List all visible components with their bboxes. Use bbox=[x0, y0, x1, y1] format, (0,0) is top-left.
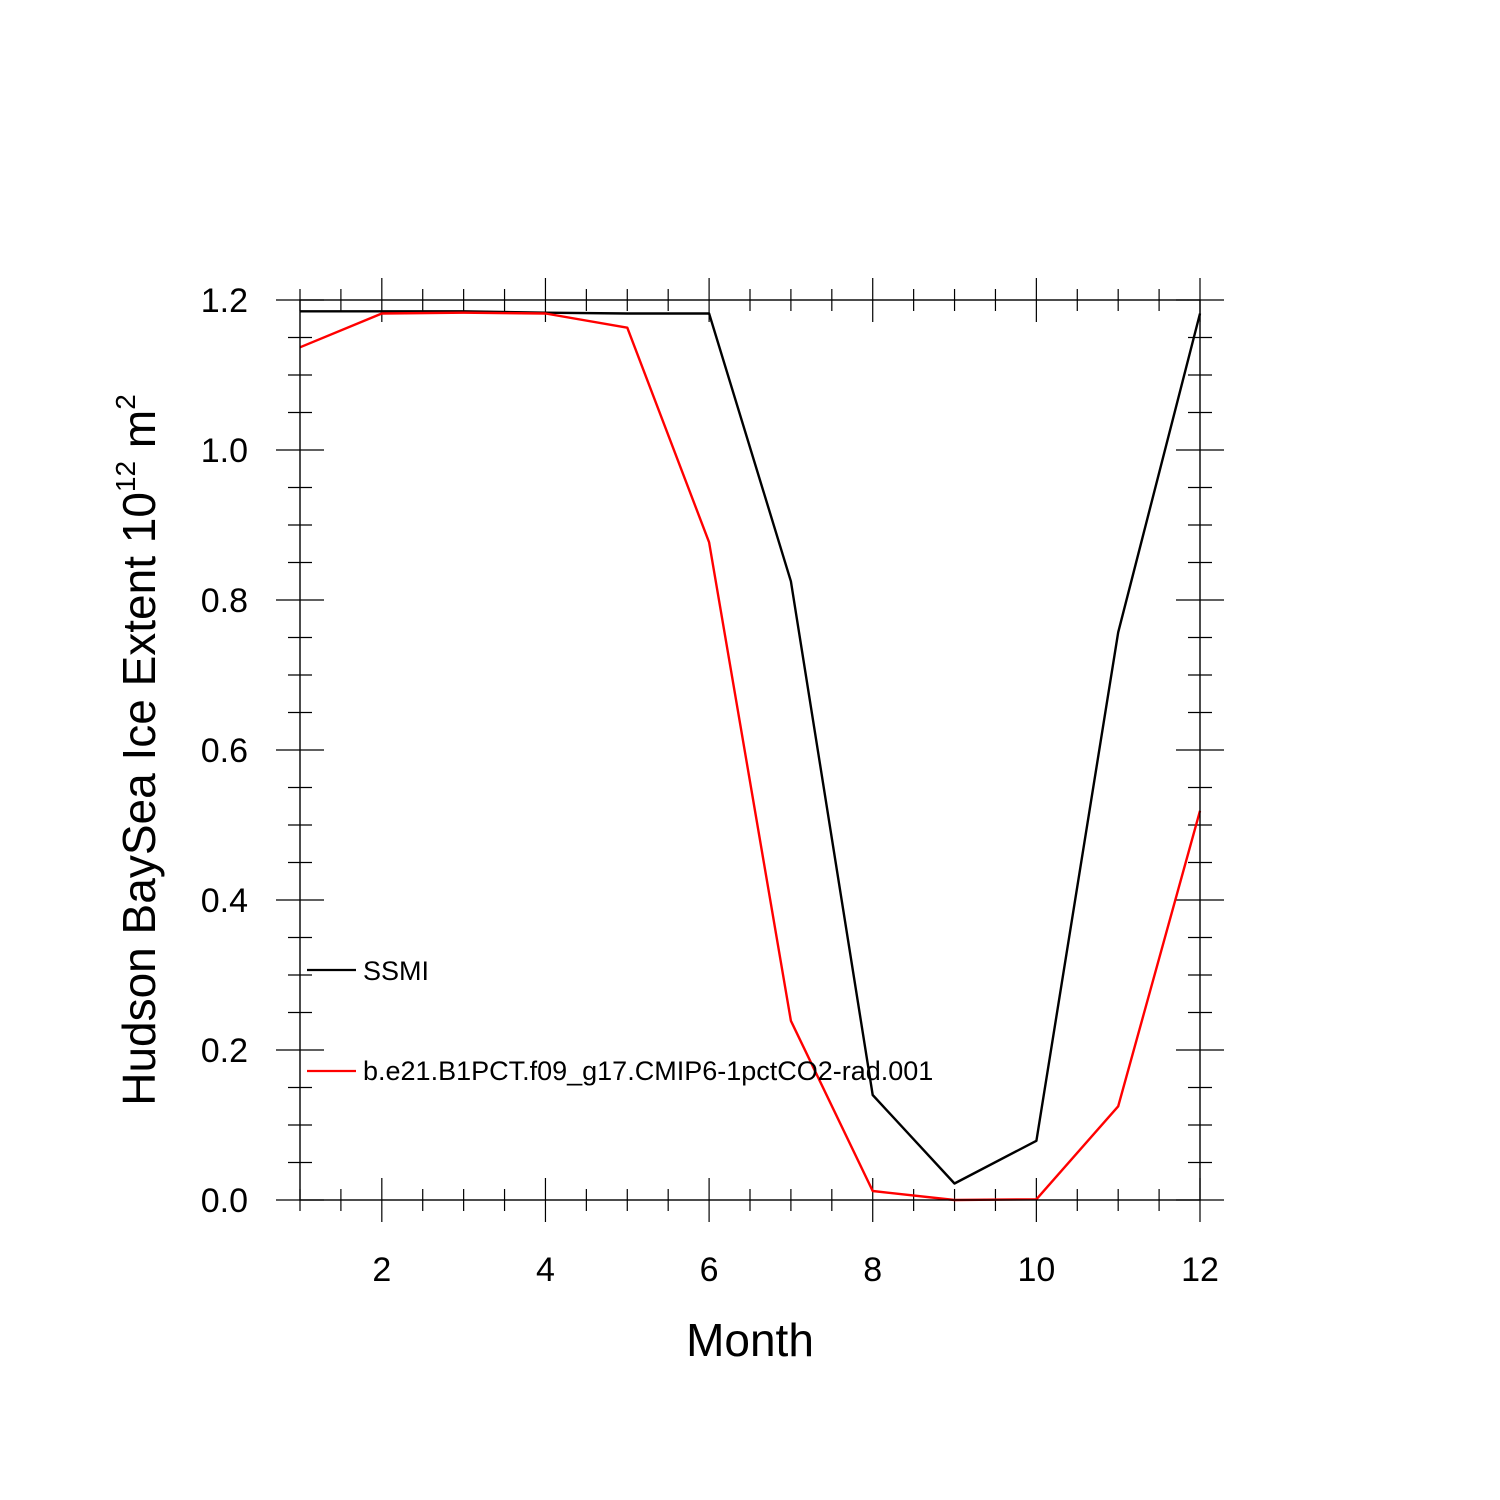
y-tick-label: 0.8 bbox=[201, 582, 248, 620]
x-tick-label: 8 bbox=[863, 1251, 882, 1289]
legend: SSMI b.e21.B1PCT.f09_g17.CMIP6-1pctCO2-r… bbox=[307, 956, 933, 1086]
x-axis-title: Month bbox=[686, 1314, 814, 1366]
series-lines bbox=[299, 310, 1202, 1202]
plot-frame bbox=[299, 299, 1201, 1201]
y-axis-title-unit-exponent: 2 bbox=[110, 394, 141, 410]
legend-label-cmip6: b.e21.B1PCT.f09_g17.CMIP6-1pctCO2-rad.00… bbox=[363, 1056, 933, 1086]
y-axis-title-unit: m bbox=[113, 410, 165, 461]
legend-label-ssmi: SSMI bbox=[363, 956, 429, 986]
series-line-cmip6 bbox=[299, 311, 1202, 1202]
x-tick-label: 4 bbox=[536, 1251, 555, 1289]
y-tick-label: 0.4 bbox=[201, 882, 248, 920]
x-tick-label: 10 bbox=[1017, 1251, 1055, 1289]
x-tick-label: 6 bbox=[700, 1251, 719, 1289]
y-tick-label: 0.6 bbox=[201, 732, 248, 770]
y-axis-title: Hudson BaySea Ice Extent 1012 m2 bbox=[110, 394, 165, 1106]
y-tick-label: 1.0 bbox=[201, 432, 248, 470]
y-axis-title-exponent: 12 bbox=[110, 461, 141, 492]
tick-labels: 2 4 6 8 10 12 0.0 0.2 0.4 0.6 0.8 1.0 1.2 bbox=[201, 282, 1219, 1289]
x-tick-label: 2 bbox=[372, 1251, 391, 1289]
y-tick-label: 0.0 bbox=[201, 1182, 248, 1220]
x-tick-label: 12 bbox=[1181, 1251, 1219, 1289]
y-tick-label: 0.2 bbox=[201, 1032, 248, 1070]
series-line-ssmi bbox=[300, 310, 1202, 1185]
y-tick-label: 1.2 bbox=[201, 282, 248, 320]
y-axis-title-main: Hudson BaySea Ice Extent 10 bbox=[113, 492, 165, 1106]
